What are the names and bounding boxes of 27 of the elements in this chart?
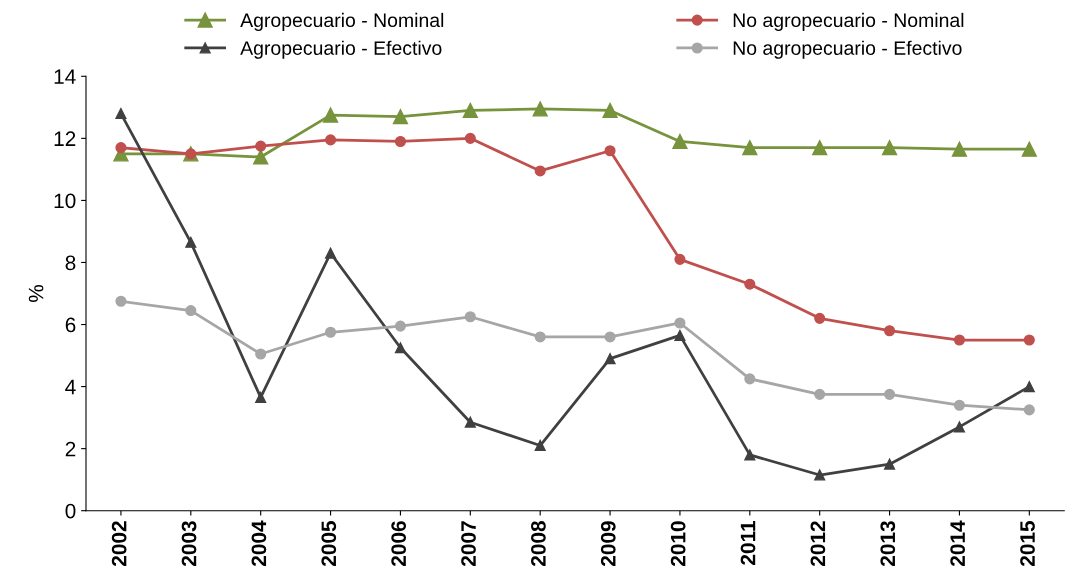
- y-tick-label: 0: [65, 503, 76, 519]
- x-tick-label: 2003: [181, 521, 197, 567]
- x-tick-label: 2008: [531, 521, 546, 567]
- x-tick-label: 2009: [600, 521, 616, 567]
- legend-label: Agropecuario - Nominal: [240, 12, 444, 31]
- x-tick-label: 2005: [321, 520, 337, 567]
- x-tick-label: 2014: [950, 520, 966, 567]
- y-tick-label: 6: [65, 317, 76, 333]
- y-tick-label: 4: [65, 379, 76, 395]
- legend-label: Agropecuario - Efectivo: [240, 40, 442, 59]
- x-tick-label: 2011: [740, 520, 756, 565]
- y-tick-label: 12: [54, 131, 76, 146]
- legend-label: No agropecuario - Nominal: [733, 12, 964, 31]
- x-tick-label: 2007: [461, 521, 476, 567]
- y-axis-title: %: [28, 284, 44, 303]
- x-tick-label: 2002: [111, 521, 127, 567]
- x-tick-label: 2012: [810, 521, 826, 567]
- y-tick-label: 10: [54, 193, 76, 209]
- x-tick-label: 2006: [391, 521, 407, 567]
- y-tick-label: 8: [65, 255, 76, 271]
- x-tick-label: 2013: [880, 521, 896, 567]
- x-tick-label: 2015: [1020, 520, 1035, 567]
- y-tick-label: 2: [65, 441, 76, 457]
- x-tick-label: 2010: [670, 521, 686, 567]
- x-tick-label: 2004: [251, 520, 267, 567]
- legend-label: No agropecuario - Efectivo: [733, 40, 962, 59]
- y-tick-label: 14: [54, 69, 76, 84]
